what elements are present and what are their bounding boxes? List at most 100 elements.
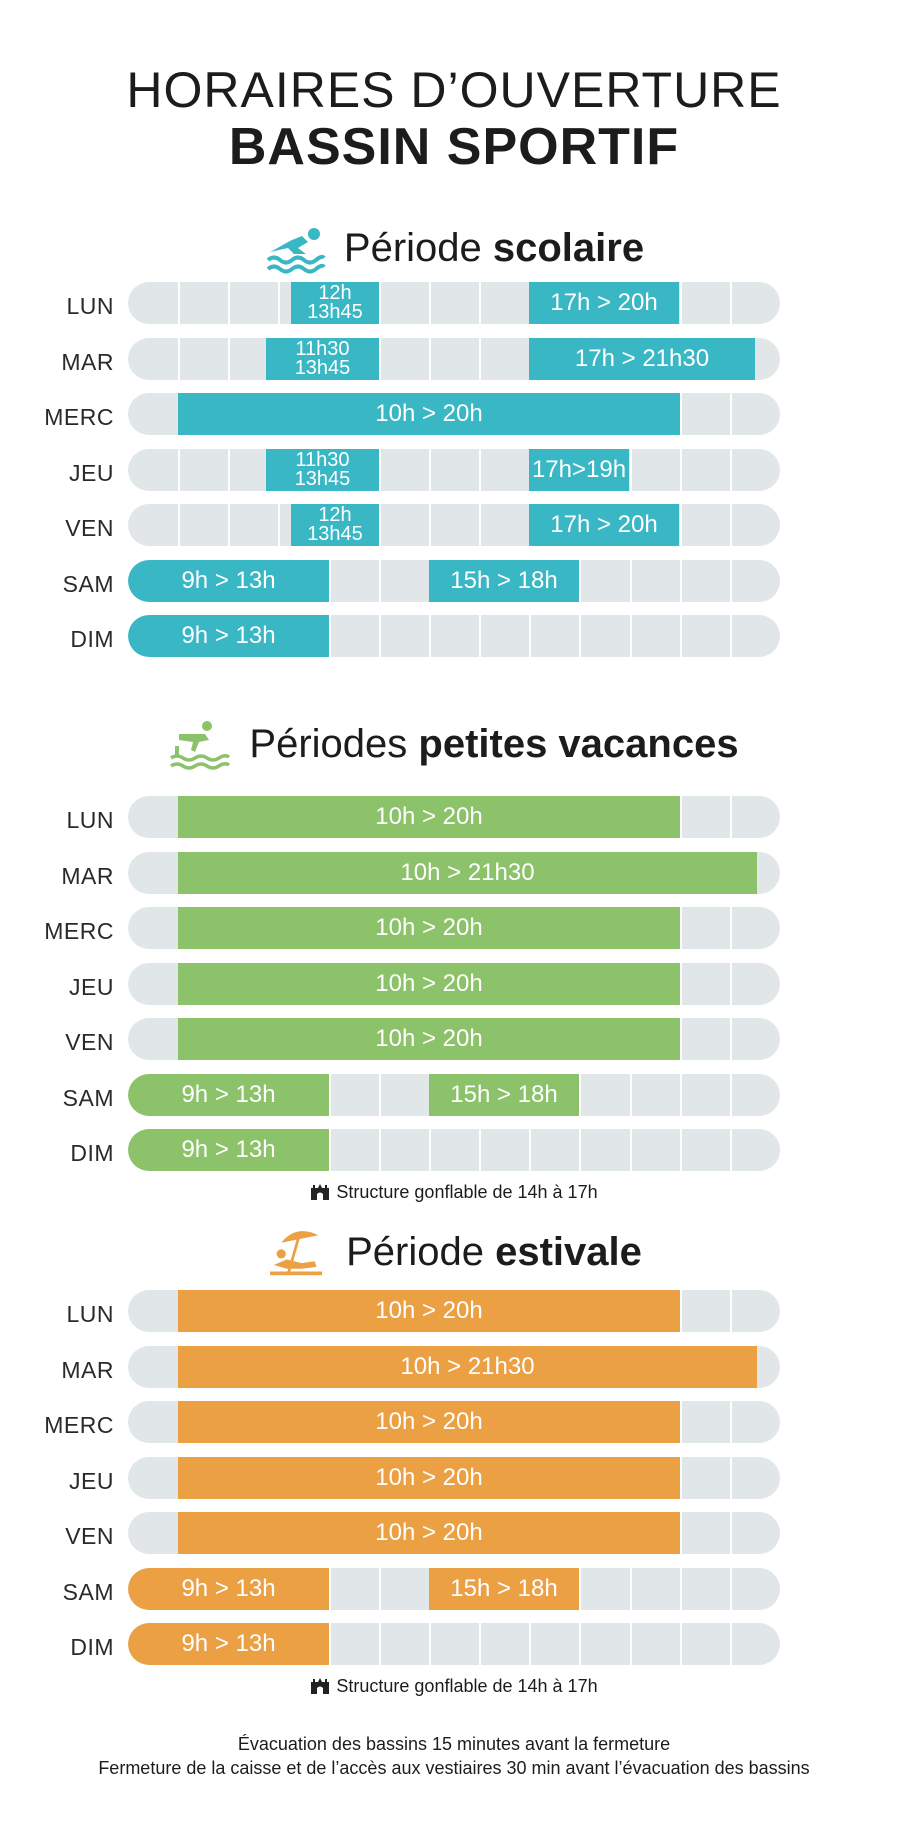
inflatable-note-text: Structure gonflable de 14h à 17h [336, 1676, 598, 1696]
hour-divider [479, 615, 481, 657]
day-label: JEU [69, 1468, 114, 1494]
hour-divider [680, 449, 682, 491]
schedule-row-vacances-ven: VEN 10h > 20h [0, 1018, 908, 1060]
hour-divider [278, 504, 280, 546]
schedule-row-vacances-mar: MAR 10h > 21h30 [0, 852, 908, 894]
segment-label: 9h > 13h [181, 567, 276, 594]
hour-divider [429, 504, 431, 546]
hour-divider [379, 1623, 381, 1665]
hour-divider [680, 615, 682, 657]
segment-label: 10h > 21h30 [400, 1353, 535, 1380]
hour-divider [730, 1129, 732, 1171]
open-hours-segment: 10h > 20h [178, 1512, 680, 1554]
open-hours-segment: 15h > 18h [429, 1568, 579, 1610]
hour-divider [379, 560, 381, 602]
hours-track: 10h > 20h [128, 963, 780, 1005]
hour-divider [630, 560, 632, 602]
day-label: DIM [70, 1140, 114, 1166]
schedule-row-vacances-lun: LUN 10h > 20h [0, 796, 908, 838]
open-hours-segment: 15h > 18h [429, 560, 579, 602]
diver-icon [170, 721, 231, 770]
hour-divider [228, 338, 230, 380]
day-label: SAM [62, 571, 114, 597]
hour-divider [529, 615, 531, 657]
beach-umbrella-icon [270, 1231, 323, 1276]
hour-divider [730, 615, 732, 657]
segment-label: 15h > 18h [450, 1081, 558, 1108]
day-label: SAM [62, 1085, 114, 1111]
hour-divider [730, 504, 732, 546]
day-label: VEN [65, 1523, 114, 1549]
hour-divider [379, 338, 381, 380]
hour-divider [429, 449, 431, 491]
hour-divider [429, 1129, 431, 1171]
segment-label: 15h > 18h [450, 567, 558, 594]
section-estivale-title: Période estivale [346, 1230, 642, 1274]
swimmer-icon [266, 228, 326, 274]
day-label: JEU [69, 460, 114, 486]
hour-divider [730, 393, 732, 435]
hours-track: 9h > 13h 15h > 18h [128, 560, 780, 602]
segment-label: 10h > 21h30 [400, 859, 535, 886]
open-hours-segment: 11h30 13h45 [266, 449, 379, 491]
segment-label: 10h > 20h [375, 1464, 483, 1491]
hour-divider [228, 282, 230, 324]
open-hours-segment: 9h > 13h [128, 1568, 329, 1610]
open-hours-segment: 10h > 20h [178, 1290, 680, 1332]
open-hours-segment: 10h > 21h30 [178, 1346, 757, 1388]
hour-divider [228, 504, 230, 546]
schedule-row-estivale-dim: DIM 9h > 13h [0, 1623, 908, 1665]
section-scolaire-header: Période scolaire [0, 222, 908, 274]
hour-divider [329, 615, 331, 657]
hour-divider [329, 1074, 331, 1116]
hour-divider [730, 1018, 732, 1060]
segment-label: 11h30 [295, 449, 350, 471]
hours-track: 9h > 13h 15h > 18h [128, 1568, 780, 1610]
hours-track: 10h > 20h [128, 1290, 780, 1332]
segment-label-end: 13h45 [294, 357, 351, 379]
hours-track: 9h > 13h [128, 615, 780, 657]
schedule-row-scolaire-lun: LUN 12h 13h45 17h > 20h [0, 282, 908, 324]
hour-divider [730, 1457, 732, 1499]
hour-divider [730, 1401, 732, 1443]
segment-label: 9h > 13h [181, 1081, 276, 1108]
hour-divider [429, 282, 431, 324]
hour-divider [278, 282, 280, 324]
hour-divider [680, 1074, 682, 1116]
schedule-row-estivale-jeu: JEU 10h > 20h [0, 1457, 908, 1499]
hour-divider [429, 338, 431, 380]
hour-divider [379, 1129, 381, 1171]
day-label: LUN [66, 1301, 114, 1327]
hour-divider [680, 1457, 682, 1499]
open-hours-segment: 17h>19h [529, 449, 629, 491]
hour-divider [379, 449, 381, 491]
open-hours-segment: 9h > 13h [128, 1623, 329, 1665]
inflatable-castle-icon [311, 1678, 330, 1694]
hour-divider [228, 449, 230, 491]
day-label: DIM [70, 1634, 114, 1660]
segment-label: 12h [318, 504, 352, 526]
hour-divider [680, 1512, 682, 1554]
hour-divider [429, 1623, 431, 1665]
segment-label: 10h > 20h [375, 803, 483, 830]
day-label: DIM [70, 626, 114, 652]
hour-divider [730, 560, 732, 602]
hour-divider [329, 1129, 331, 1171]
hour-divider [730, 907, 732, 949]
open-hours-segment: 9h > 13h [128, 1129, 329, 1171]
open-hours-segment: 10h > 20h [178, 1401, 680, 1443]
schedule-row-vacances-dim: DIM 9h > 13h [0, 1129, 908, 1171]
day-label: MAR [61, 1357, 114, 1383]
hour-divider [680, 796, 682, 838]
hour-divider [680, 1129, 682, 1171]
open-hours-segment: 9h > 13h [128, 560, 329, 602]
day-label: VEN [65, 1029, 114, 1055]
hour-divider [730, 1074, 732, 1116]
open-hours-segment: 12h 13h45 [291, 504, 379, 546]
hour-divider [730, 1623, 732, 1665]
hour-divider [680, 1018, 682, 1060]
hour-divider [630, 1074, 632, 1116]
hours-track: 10h > 20h [128, 1512, 780, 1554]
hours-track: 9h > 13h [128, 1129, 780, 1171]
hour-divider [630, 1623, 632, 1665]
